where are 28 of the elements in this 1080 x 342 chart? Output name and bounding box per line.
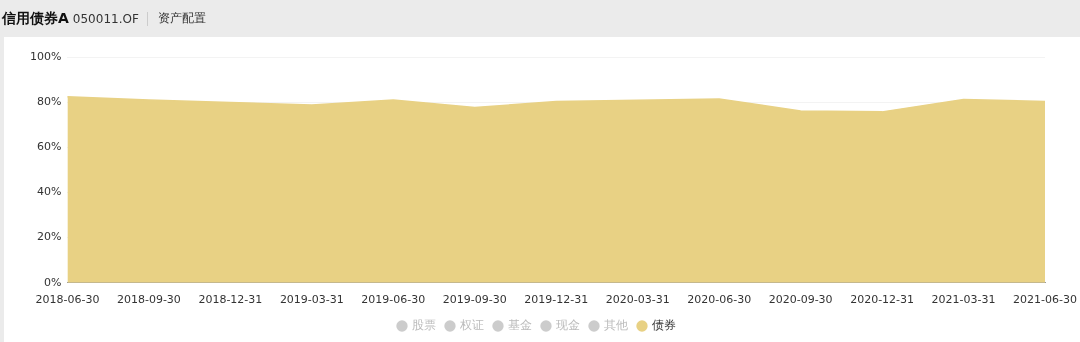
text: 资产配置 [157,10,206,27]
x-tick-label: 2019-12-31 [524,293,589,307]
x-tick-label: 2019-06-30 [361,293,426,307]
y-tick-label: 60% [36,140,62,154]
legend-label: 权证 [459,318,484,333]
chart-subtitle: 050011.OF [72,11,148,26]
x-tick-label: 2018-09-30 [116,293,181,307]
x-tick-label: 2018-06-30 [35,293,100,307]
legend-label: 基金 [508,318,532,333]
x-tick-label: 2020-03-31 [605,293,670,307]
x-tick-label: 2020-12-31 [850,293,915,307]
y-tick-label: 100% [29,49,62,63]
x-tick-label: 2021-03-31 [931,293,996,307]
legend-label: 现金 [556,318,580,333]
x-tick-label: 2019-09-30 [442,293,507,307]
legend-label: 其他 [604,318,628,333]
y-tick-label: 80% [36,95,62,109]
legend-label: 债券 [652,318,676,333]
y-tick-label: 20% [36,230,62,244]
x-tick-label: 2018-12-31 [198,293,263,307]
x-tick-label: 2020-06-30 [687,293,752,307]
x-tick-label: 2021-06-30 [1013,293,1078,307]
y-tick-label: 40% [36,185,62,199]
x-tick-label: 2020-09-30 [768,293,833,307]
y-tick-label: 0% [43,275,62,289]
x-tick-label: 2019-03-31 [279,293,344,307]
chart-title: 信用债券A [2,9,69,28]
legend-label: 股票 [412,318,436,333]
